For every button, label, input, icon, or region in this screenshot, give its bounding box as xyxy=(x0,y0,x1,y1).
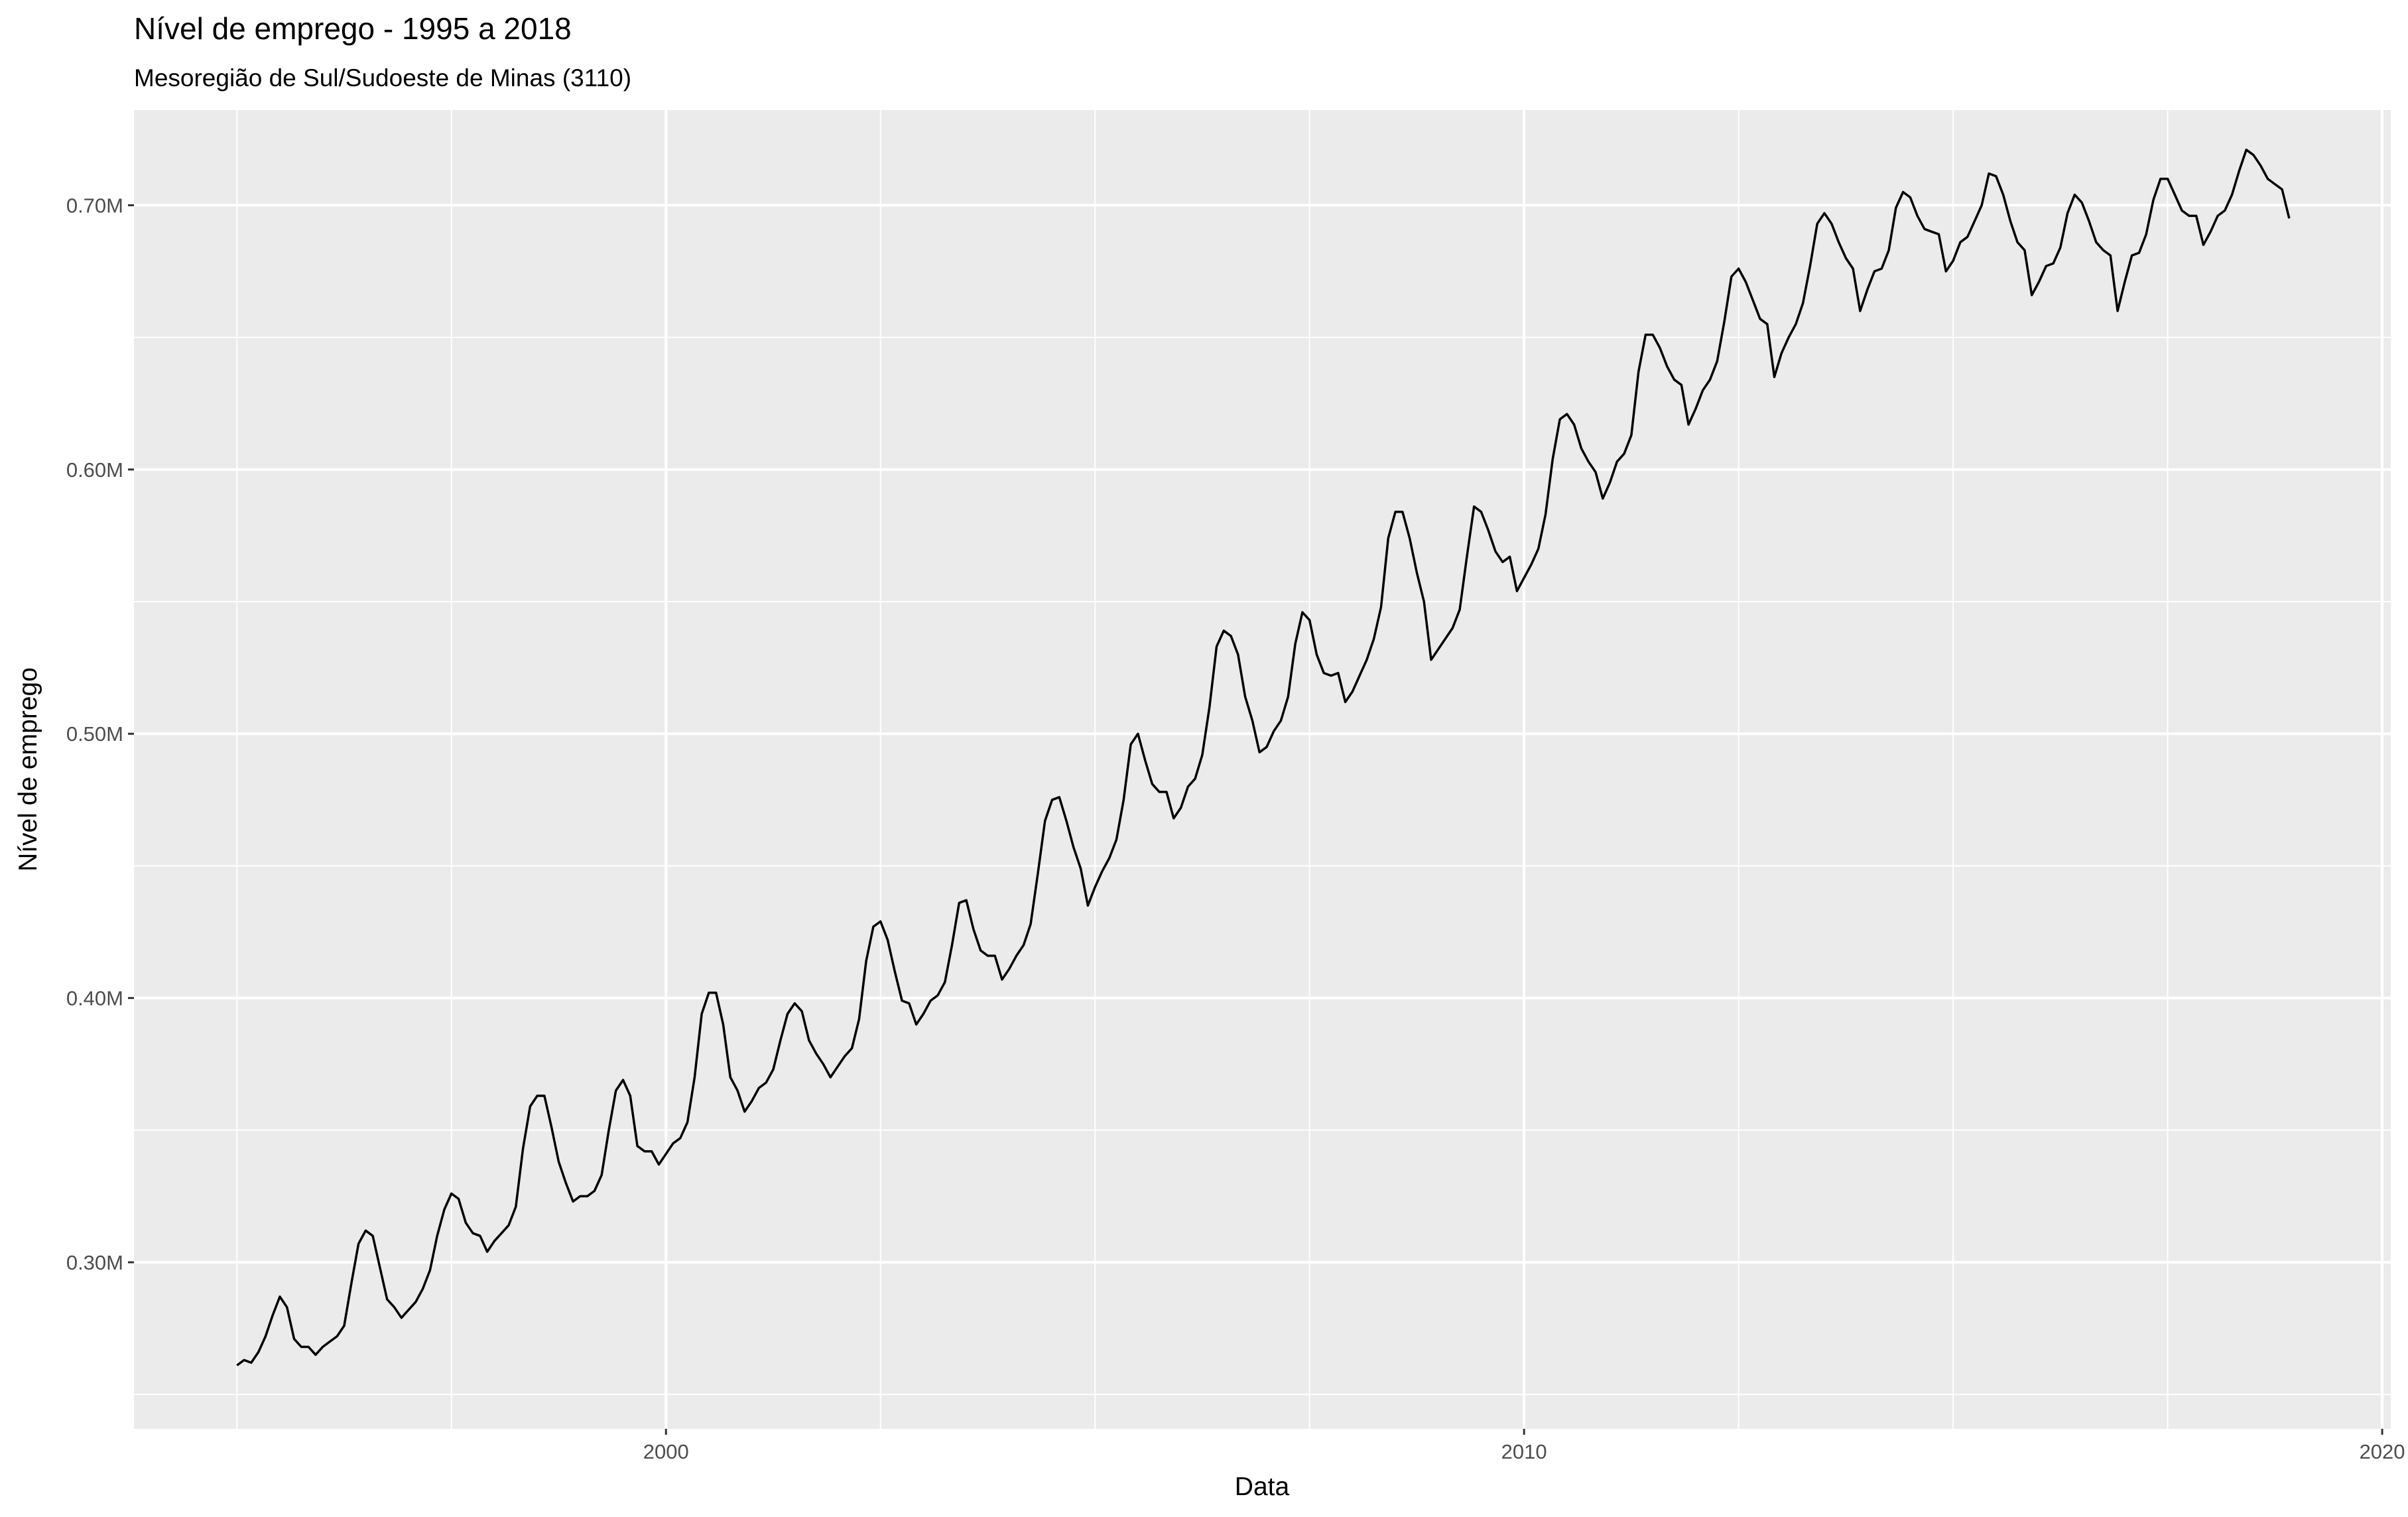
chart-subtitle: Mesoregião de Sul/Sudoeste de Minas (311… xyxy=(134,64,631,92)
x-tick-label: 2010 xyxy=(1501,1440,1547,1463)
y-tick-label: 0.60M xyxy=(66,458,123,482)
y-tick-label: 0.50M xyxy=(66,722,123,746)
plot-panel xyxy=(134,110,2391,1429)
y-tick-label: 0.70M xyxy=(66,194,123,217)
y-axis-title: Nível de emprego xyxy=(14,667,42,872)
y-tick-label: 0.40M xyxy=(66,987,123,1010)
x-tick-label: 2000 xyxy=(643,1440,689,1463)
x-axis: 2000 2010 2020 xyxy=(643,1429,2405,1463)
chart-title: Nível de emprego - 1995 a 2018 xyxy=(134,11,572,46)
y-tick-label: 0.30M xyxy=(66,1251,123,1274)
series-line xyxy=(236,149,2291,1366)
x-axis-title: Data xyxy=(1235,1473,1290,1501)
x-tick-label: 2020 xyxy=(2360,1440,2405,1463)
y-axis: 0.30M 0.40M 0.50M 0.60M 0.70M xyxy=(66,194,134,1274)
series-layer xyxy=(236,149,2291,1366)
major-gridlines xyxy=(134,110,2391,1429)
